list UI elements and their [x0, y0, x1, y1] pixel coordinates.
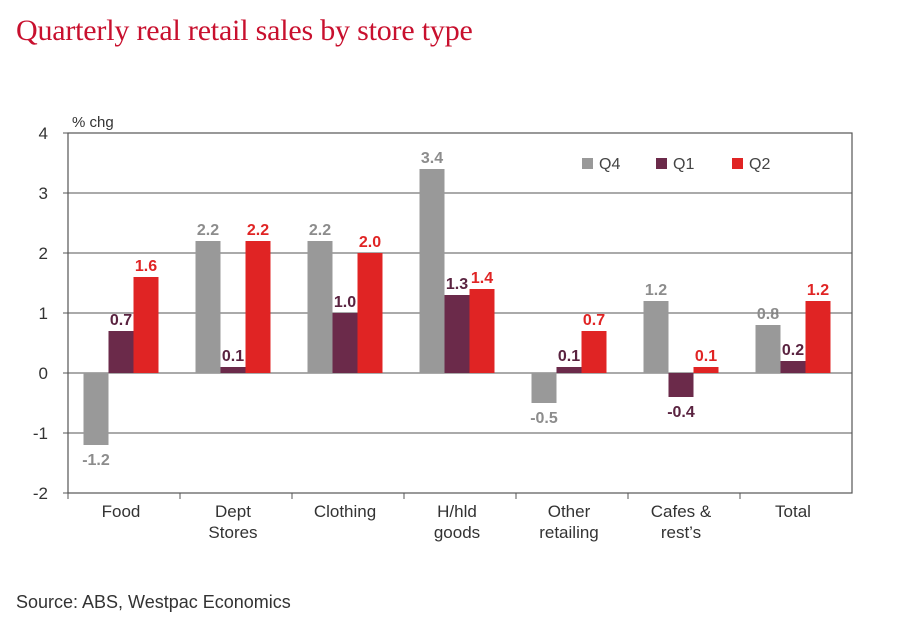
y-tick-label: 4 [39, 124, 48, 143]
data-label-q4: 2.2 [197, 222, 219, 239]
data-label-q2: 1.4 [471, 270, 493, 287]
category-label: rest’s [661, 523, 701, 542]
plot-frame [67, 132, 853, 494]
category-label: Total [775, 502, 811, 521]
bar-q1 [556, 367, 582, 373]
data-label-q4: -1.2 [82, 452, 110, 469]
bar-q2 [805, 301, 831, 373]
category-label: H/hld [437, 502, 477, 521]
bar-q1 [780, 361, 806, 373]
data-label-q2: 1.2 [807, 282, 829, 299]
y-tick-label: 3 [39, 184, 48, 203]
y-tick-label: 1 [39, 304, 48, 323]
y-axis: -2 -1 0 1 2 3 4 [33, 124, 68, 503]
data-label-q1: 0.1 [222, 348, 244, 365]
bar-q4 [83, 373, 109, 445]
bar-q2 [133, 277, 159, 373]
data-label-q1: -0.4 [667, 404, 695, 421]
data-label-q4: 2.2 [309, 222, 331, 239]
data-label-q1: 0.2 [782, 342, 804, 359]
category-label: goods [434, 523, 480, 542]
data-labels: -1.2 0.7 1.6 2.2 0.1 2.2 2.2 1.0 2.0 3.4 1.3 1.4 -0.… [82, 150, 829, 469]
legend-swatch-q1 [656, 158, 667, 169]
data-label-q2: 0.1 [695, 348, 717, 365]
data-label-q4: 3.4 [421, 150, 443, 167]
data-label-q2: 1.6 [135, 258, 157, 275]
data-label-q1: 0.7 [110, 312, 132, 329]
data-label-q2: 2.0 [359, 234, 381, 251]
data-label-q4: -0.5 [530, 410, 558, 427]
bar-q2 [581, 331, 607, 373]
bar-q2 [357, 253, 383, 373]
data-label-q1: 1.3 [446, 276, 468, 293]
data-label-q4: 1.2 [645, 282, 667, 299]
data-label-q2: 2.2 [247, 222, 269, 239]
bar-q4 [307, 241, 333, 373]
bar-q1 [444, 295, 470, 373]
legend: Q4 Q1 Q2 [582, 156, 770, 173]
data-label-q1: 1.0 [334, 294, 356, 311]
bar-q2 [469, 289, 495, 373]
bar-q4 [195, 241, 221, 373]
bar-q2 [693, 367, 719, 373]
bar-q4 [531, 373, 557, 403]
category-label: retailing [539, 523, 599, 542]
data-label-q1: 0.1 [558, 348, 580, 365]
y-tick-label: 0 [39, 364, 48, 383]
category-label: Dept [215, 502, 251, 521]
legend-label-q2: Q2 [749, 156, 770, 173]
legend-label-q1: Q1 [673, 156, 694, 173]
bar-q4 [419, 169, 445, 373]
bar-q4 [755, 325, 781, 373]
legend-swatch-q2 [732, 158, 743, 169]
legend-swatch-q4 [582, 158, 593, 169]
chart-title: Quarterly real retail sales by store typ… [16, 14, 473, 47]
bars [83, 169, 831, 445]
bar-q1 [108, 331, 134, 373]
data-label-q4: 0.8 [757, 306, 779, 323]
bar-q1 [668, 373, 694, 397]
bar-q1 [220, 367, 246, 373]
bar-q1 [332, 313, 358, 373]
y-tick-label: 2 [39, 244, 48, 263]
category-label: Clothing [314, 502, 376, 521]
category-label: Cafes & [651, 502, 712, 521]
y-tick-label: -1 [33, 424, 48, 443]
category-label: Stores [208, 523, 257, 542]
y-tick-label: -2 [33, 484, 48, 503]
source-note: Source: ABS, Westpac Economics [16, 592, 291, 612]
category-label: Food [102, 502, 141, 521]
category-label: Other [548, 502, 591, 521]
bar-q2 [245, 241, 271, 373]
data-label-q2: 0.7 [583, 312, 605, 329]
legend-label-q4: Q4 [599, 156, 620, 173]
y-axis-unit-label: % chg [72, 114, 114, 131]
x-axis: Food Dept Stores Clothing H/hld goods Other ret… [67, 493, 811, 542]
bar-q4 [643, 301, 669, 373]
